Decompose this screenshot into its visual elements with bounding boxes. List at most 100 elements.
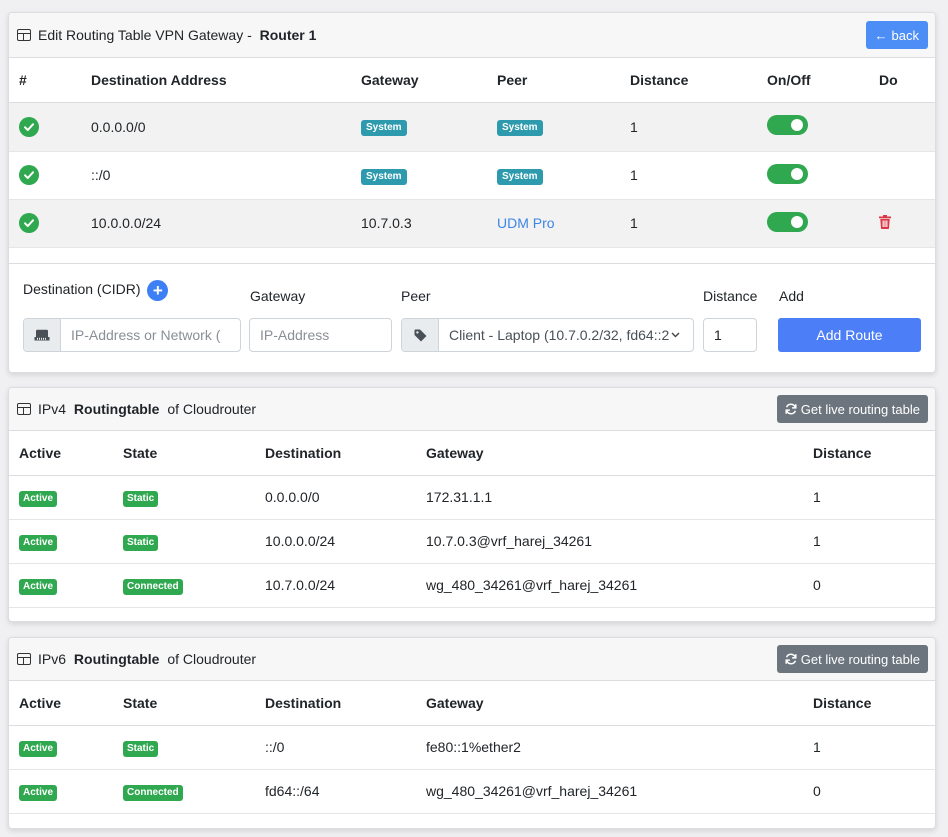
destination-cell: 10.0.0.0/24: [255, 519, 416, 564]
ipv6-routing-card: IPv6 Routingtable of Cloudrouter Get liv…: [8, 637, 936, 829]
column-header: Gateway: [416, 681, 803, 726]
table-row: 10.0.0.0/24 10.7.0.3 UDM Pro 1: [9, 199, 935, 248]
state-badge: Connected: [123, 578, 183, 595]
column-header: Distance: [803, 431, 935, 476]
peer-badge: System: [497, 168, 543, 185]
title-bold: Routingtable: [73, 401, 160, 417]
active-badge: Active: [19, 534, 58, 551]
gateway-cell: 10.7.0.3@vrf_harej_34261: [416, 519, 803, 564]
route-toggle[interactable]: [767, 163, 808, 184]
title-suffix: of Cloudrouter: [163, 401, 257, 417]
add-route-button[interactable]: Add Route: [778, 318, 921, 352]
gateway-input[interactable]: [250, 319, 391, 351]
refresh-icon: [785, 403, 797, 415]
check-circle-icon: [19, 116, 39, 137]
destination-cell: 0.0.0.0/0: [255, 475, 416, 520]
state-badge: Static: [123, 534, 159, 551]
distance-cell: 0: [803, 769, 935, 814]
peer-link[interactable]: UDM Pro: [497, 215, 555, 231]
add-route-form: Destination (CIDR) + Gateway Peer Distan…: [9, 263, 935, 372]
column-header: State: [113, 681, 255, 726]
active-badge: Active: [19, 784, 58, 801]
title-suffix: of Cloudrouter: [163, 651, 257, 667]
active-badge: Active: [19, 740, 58, 757]
table-row: Active Connected 10.7.0.0/24 wg_480_3426…: [9, 563, 935, 608]
arrow-left-icon: ←: [874, 27, 888, 43]
distance-input-group: [703, 318, 757, 352]
distance-label: Distance: [703, 288, 758, 304]
column-header: Do: [869, 58, 935, 103]
refresh-icon: [785, 653, 797, 665]
table-row: Active Static ::/0 fe80::1%ether2 1: [9, 725, 935, 770]
column-header: Distance: [620, 58, 757, 103]
ipv6-refresh-button[interactable]: Get live routing table: [776, 645, 928, 673]
distance-cell: 1: [803, 475, 935, 520]
back-button[interactable]: ← back: [865, 21, 928, 49]
router-name: Router 1: [259, 27, 317, 43]
gateway-cell: wg_480_34261@vrf_harej_34261: [416, 563, 803, 608]
state-badge: Static: [123, 740, 159, 757]
column-header: Gateway: [351, 58, 487, 103]
check-circle-icon: [19, 213, 39, 233]
route-toggle[interactable]: [767, 211, 808, 232]
column-header: Destination: [255, 431, 416, 476]
refresh-label: Get live routing table: [800, 651, 920, 667]
gateway-cell: 172.31.1.1: [416, 475, 803, 520]
gateway-cell: wg_480_34261@vrf_harej_34261: [416, 769, 803, 814]
state-badge: Connected: [123, 784, 183, 801]
destination-cell: ::/0: [81, 151, 351, 200]
distance-cell: 1: [803, 519, 935, 564]
title-prefix: IPv4: [38, 401, 70, 417]
ipv4-refresh-button[interactable]: Get live routing table: [776, 395, 928, 423]
distance-cell: 1: [803, 725, 935, 770]
column-header: Gateway: [416, 431, 803, 476]
destination-cell: 10.7.0.0/24: [255, 563, 416, 608]
gateway-cell: 10.7.0.3: [351, 199, 487, 248]
column-header: Destination: [255, 681, 416, 726]
ipv6-header: IPv6 Routingtable of Cloudrouter Get liv…: [9, 638, 935, 681]
table-row: 0.0.0.0/0 System System 1: [9, 102, 935, 152]
state-badge: Static: [123, 490, 159, 507]
plus-icon[interactable]: +: [147, 280, 169, 301]
column-header: On/Off: [757, 58, 869, 103]
distance-cell: 0: [803, 563, 935, 608]
destination-input-group: [23, 318, 241, 352]
route-toggle[interactable]: [767, 115, 808, 135]
column-header: Active: [9, 431, 113, 476]
column-header: #: [9, 58, 81, 103]
title-prefix: Edit Routing Table VPN Gateway -: [38, 27, 256, 43]
table-row: ::/0 System System 1: [9, 151, 935, 200]
peer-select[interactable]: Client - Laptop (10.7.0.2/32, fd64::2: [439, 319, 693, 351]
trash-icon[interactable]: [879, 214, 891, 232]
gateway-input-group: [249, 318, 392, 352]
table-row: Active Static 10.0.0.0/24 10.7.0.3@vrf_h…: [9, 519, 935, 564]
actions-cell: [869, 102, 935, 152]
column-header: State: [113, 431, 255, 476]
title-bold: Routingtable: [73, 651, 160, 667]
gateway-badge: System: [361, 120, 407, 136]
destination-input[interactable]: [61, 319, 240, 351]
edit-routing-title: Edit Routing Table VPN Gateway - Router …: [17, 27, 316, 43]
edit-routing-card: Edit Routing Table VPN Gateway - Router …: [8, 12, 936, 373]
ipv4-routing-card: IPv4 Routingtable of Cloudrouter Get liv…: [8, 387, 936, 622]
column-header: Active: [9, 681, 113, 726]
column-header: Destination Address: [81, 58, 351, 103]
column-header: Peer: [487, 58, 620, 103]
distance-input[interactable]: [704, 319, 756, 351]
distance-cell: 1: [620, 102, 757, 152]
destination-cell: fd64::/64: [255, 769, 416, 814]
actions-cell: [869, 151, 935, 200]
active-badge: Active: [19, 490, 58, 507]
peer-label: Peer: [401, 288, 431, 304]
tag-icon: [402, 319, 439, 351]
peer-badge: System: [497, 120, 543, 136]
network-icon: [24, 319, 61, 351]
ipv4-title: IPv4 Routingtable of Cloudrouter: [17, 401, 256, 417]
ipv4-table: Active State Destination Gateway Distanc…: [9, 431, 935, 608]
routes-table-header: # Destination Address Gateway Peer Dista…: [9, 58, 935, 103]
distance-cell: 1: [620, 151, 757, 200]
title-prefix: IPv6: [38, 651, 70, 667]
gateway-badge: System: [361, 168, 407, 185]
gateway-cell: fe80::1%ether2: [416, 725, 803, 770]
ipv6-table: Active State Destination Gateway Distanc…: [9, 681, 935, 814]
